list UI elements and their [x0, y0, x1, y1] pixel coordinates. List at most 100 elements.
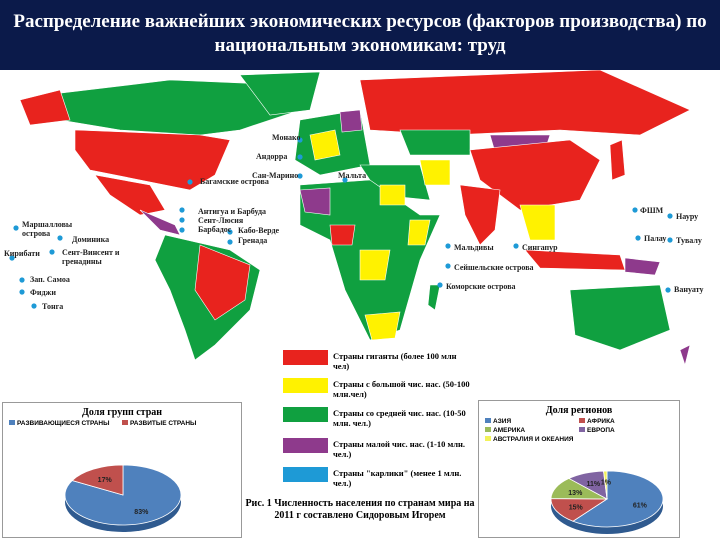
legend-swatch: [283, 407, 328, 422]
country-marker: [13, 225, 19, 231]
country-marker: [445, 243, 451, 249]
country-marker: [445, 263, 451, 269]
pie-slice: [71, 464, 124, 496]
legend-swatch: [485, 418, 491, 423]
pie-plot: 83% 17%: [64, 464, 182, 532]
country-label: Мальта: [338, 171, 367, 180]
country-marker: [513, 243, 519, 249]
pie-plot: 61% 15% 13% 11% 1%: [550, 470, 664, 534]
pie-value-label: 15%: [569, 505, 584, 512]
legend-entry: РАЗВИТЫЕ СТРАНЫ: [122, 420, 235, 427]
country-marker: [667, 237, 673, 243]
legend-label: АМЕРИКА: [493, 427, 526, 434]
legend-label: Страны малой чис. нас. (1-10 млн. чел.): [333, 439, 466, 459]
pie-value-label: 11%: [587, 481, 601, 488]
country-marker: [297, 137, 303, 143]
pie-chart-panel: Доля групп стран РАЗВИВАЮЩИЕСЯ СТРАНЫ РАЗВ…: [2, 402, 242, 538]
country-marker: [297, 173, 303, 179]
country-label: Вануату: [674, 285, 704, 294]
country-label: Науру: [676, 212, 699, 221]
country-marker: [9, 255, 15, 261]
country-marker: [179, 227, 185, 233]
legend-swatch: [283, 350, 328, 365]
legend-label: ЕВРОПА: [587, 427, 615, 434]
country-label: Сент-Люсия: [198, 216, 244, 225]
country-label: Кабо-Верде: [238, 226, 280, 235]
country-label: Сент-Винсент и гренадины: [62, 248, 120, 266]
country-label: Тувалу: [676, 236, 702, 245]
legend-label: АЗИЯ: [493, 418, 512, 425]
legend-swatch: [579, 427, 585, 432]
pie-legend: АЗИЯ АФРИКА АМЕРИКА ЕВРОПА АВСТРАЛИЯ И ОКЕАН…: [479, 416, 679, 443]
legend-label: Страны со средней чис. нас. (10-50 млн. …: [333, 408, 466, 428]
legend-entry: ЕВРОПА: [579, 427, 673, 434]
pie-value-label: 61%: [633, 503, 648, 510]
country-label: Сейшельские острова: [454, 263, 534, 272]
pie-value-label: 1%: [601, 480, 612, 487]
legend-swatch: [579, 418, 585, 423]
country-marker: [635, 235, 641, 241]
country-label: Багамские острова: [200, 177, 269, 186]
countries: [19, 69, 691, 367]
legend-entry: РАЗВИВАЮЩИЕСЯ СТРАНЫ: [9, 420, 122, 427]
pie-title: Доля групп стран: [81, 407, 163, 418]
country-marker: [19, 277, 25, 283]
country-label: Доминика: [72, 235, 110, 244]
pie-slice: [572, 470, 664, 528]
country-label: Барбадос: [198, 225, 232, 234]
legend-swatch: [283, 467, 328, 482]
country-label: Коморские острова: [446, 282, 516, 291]
country-marker: [179, 207, 185, 213]
country-marker: [437, 282, 443, 288]
country-marker: [665, 287, 671, 293]
legend-label: РАЗВИТЫЕ СТРАНЫ: [130, 420, 197, 427]
legend-entry: АФРИКА: [579, 418, 673, 425]
legend-swatch: [485, 427, 491, 432]
country-marker: [31, 303, 37, 309]
legend-swatch: [9, 420, 15, 425]
country-marker: [227, 229, 233, 235]
legend-label: Страны с большой чис. нас. (50-100 млн.ч…: [333, 379, 470, 399]
country-marker: [187, 179, 193, 185]
legend-label: Страны гиганты (более 100 млн чел): [333, 351, 457, 371]
pie-slice: [550, 498, 609, 522]
country-marker: [342, 177, 348, 183]
figure-caption: Рис. 1 Численность населения по странам …: [245, 498, 475, 521]
legend-entry: АМЕРИКА: [485, 427, 579, 434]
pie-chart-panel: Доля регионов АЗИЯ АФРИКА АМЕРИКА ЕВРОПА АВСТ…: [478, 400, 680, 538]
country-label: Кирибати: [4, 249, 40, 258]
slide-title: Распределение важнейших экономических ре…: [0, 0, 720, 70]
legend-label: Страны "карлики" (менее 1 млн. чел.): [333, 468, 462, 488]
pie-slice: [603, 470, 608, 500]
country-marker: [57, 235, 63, 241]
legend-entry: АЗИЯ: [485, 418, 579, 425]
country-label: Сан-Марино: [252, 171, 299, 180]
legend-swatch: [122, 420, 128, 425]
country-marker: [632, 207, 638, 213]
country-label: Зап. Самоа: [30, 275, 70, 284]
country-label: Монако: [272, 133, 301, 142]
legend-label: АВСТРАЛИЯ И ОКЕАНИЯ: [493, 436, 574, 443]
country-label: Мальдивы: [454, 243, 494, 252]
legend-entry: АВСТРАЛИЯ И ОКЕАНИЯ: [485, 436, 579, 443]
country-marker: [49, 249, 55, 255]
country-label: Гренада: [238, 236, 268, 245]
legend-label: АФРИКА: [587, 418, 615, 425]
pie-value-label: 17%: [98, 477, 113, 484]
pie-value-label: 83%: [134, 509, 149, 516]
country-marker: [297, 154, 303, 160]
country-label: ФШМ: [640, 206, 664, 215]
country-label: Андорра: [256, 152, 288, 161]
country-label: Антигуа и Барбуда: [198, 207, 267, 216]
country-label: Сингапур: [522, 243, 558, 252]
country-marker: [19, 289, 25, 295]
legend-swatch: [485, 436, 491, 441]
country-label: Палау: [644, 234, 667, 243]
legend-label: РАЗВИВАЮЩИЕСЯ СТРАНЫ: [17, 420, 110, 427]
country-label: Фиджи: [30, 288, 56, 297]
country-marker: [227, 239, 233, 245]
pie-value-label: 13%: [568, 490, 583, 497]
pie-legend: РАЗВИВАЮЩИЕСЯ СТРАНЫ РАЗВИТЫЕ СТРАНЫ: [3, 418, 241, 427]
